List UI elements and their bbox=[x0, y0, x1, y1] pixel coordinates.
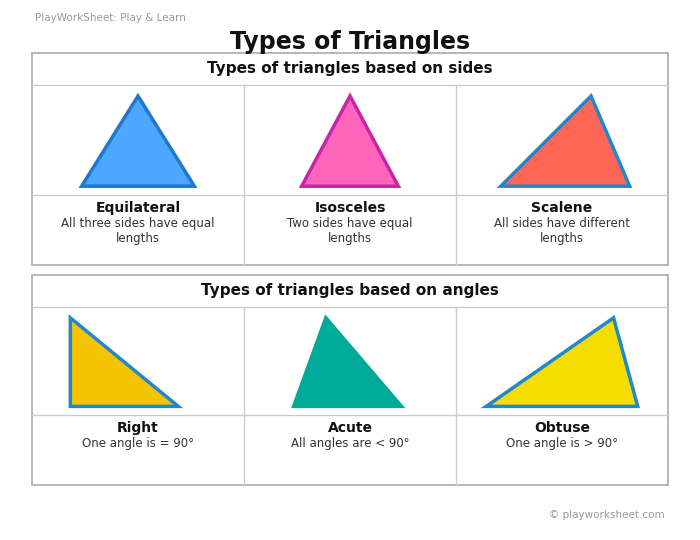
Text: One angle is > 90°: One angle is > 90° bbox=[506, 437, 618, 450]
FancyBboxPatch shape bbox=[32, 275, 668, 485]
Text: Obtuse: Obtuse bbox=[534, 421, 590, 435]
Polygon shape bbox=[293, 318, 402, 407]
FancyBboxPatch shape bbox=[32, 53, 668, 265]
Text: Acute: Acute bbox=[328, 421, 372, 435]
Polygon shape bbox=[82, 96, 195, 186]
Text: Types of triangles based on sides: Types of triangles based on sides bbox=[207, 61, 493, 76]
Polygon shape bbox=[500, 96, 630, 186]
Text: Equilateral: Equilateral bbox=[95, 201, 181, 215]
Text: Types of Triangles: Types of Triangles bbox=[230, 30, 470, 54]
Text: All sides have different
lengths: All sides have different lengths bbox=[494, 217, 630, 245]
Text: Isosceles: Isosceles bbox=[314, 201, 386, 215]
Text: Right: Right bbox=[117, 421, 159, 435]
Polygon shape bbox=[70, 318, 178, 407]
Text: Scalene: Scalene bbox=[531, 201, 593, 215]
Text: Two sides have equal
lengths: Two sides have equal lengths bbox=[287, 217, 413, 245]
Text: All angles are < 90°: All angles are < 90° bbox=[290, 437, 410, 450]
Polygon shape bbox=[302, 96, 398, 186]
Text: One angle is = 90°: One angle is = 90° bbox=[82, 437, 194, 450]
Polygon shape bbox=[486, 318, 638, 407]
Text: All three sides have equal
lengths: All three sides have equal lengths bbox=[62, 217, 215, 245]
Text: Types of triangles based on angles: Types of triangles based on angles bbox=[201, 283, 499, 298]
Text: PlayWorkSheet: Play & Learn: PlayWorkSheet: Play & Learn bbox=[35, 13, 186, 23]
Text: © playworksheet.com: © playworksheet.com bbox=[550, 510, 665, 520]
